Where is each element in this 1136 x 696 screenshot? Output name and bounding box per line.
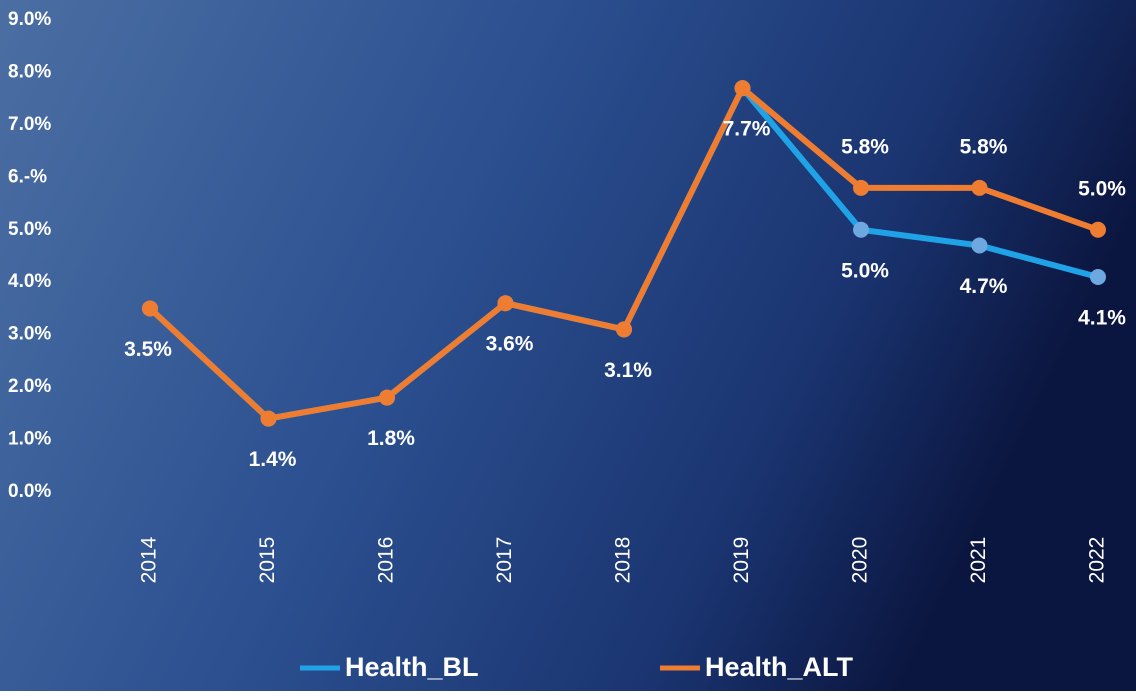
point-marker	[616, 321, 632, 337]
data-label: 3.5%	[124, 338, 172, 361]
y-tick-label: 2.0%	[8, 376, 51, 397]
y-tick-label: 5.0%	[8, 219, 51, 240]
data-label: 3.6%	[486, 333, 534, 356]
y-tick-label: 1.0%	[8, 429, 51, 450]
legend-label: Health_ALT	[705, 652, 854, 682]
legend-label: Health_BL	[345, 652, 479, 682]
x-tick-label: 2017	[493, 537, 516, 584]
x-tick-label: 2021	[967, 537, 990, 584]
x-tick-label: 2018	[612, 537, 635, 584]
point-marker	[142, 300, 158, 316]
data-label: 5.8%	[960, 135, 1008, 158]
y-tick-label: 3.0%	[8, 324, 51, 345]
chart: 0.0% 1.0% 2.0% 3.0% 4.0% 5.0% 6.-% 7.0% 8.0% 9.0%…	[0, 0, 1136, 691]
point-marker	[261, 411, 277, 427]
data-label: 1.4%	[249, 448, 297, 471]
point-marker	[853, 180, 869, 196]
x-tick-label: 2014	[138, 536, 161, 583]
data-label: 3.1%	[604, 359, 652, 382]
point-marker	[972, 180, 988, 196]
data-label: 7.7%	[723, 118, 771, 141]
data-label: 4.7%	[960, 275, 1008, 298]
data-label: 5.0%	[1078, 177, 1126, 200]
y-tick-label: 8.0%	[8, 61, 51, 82]
x-tick-label: 2020	[849, 537, 872, 584]
point-marker	[735, 80, 751, 96]
point-marker	[972, 238, 988, 254]
y-tick-label: 6.-%	[8, 166, 47, 187]
x-tick-label: 2022	[1086, 537, 1109, 584]
x-tick-label: 2015	[256, 537, 279, 584]
point-marker	[1090, 269, 1106, 285]
x-tick-label: 2016	[375, 537, 398, 584]
y-tick-label: 0.0%	[8, 481, 51, 502]
point-marker	[379, 390, 395, 406]
y-tick-label: 4.0%	[8, 271, 51, 292]
point-marker	[1090, 222, 1106, 238]
point-marker	[498, 295, 514, 311]
data-label: 4.1%	[1078, 307, 1126, 330]
y-tick-label: 7.0%	[8, 114, 51, 135]
data-label: 5.8%	[841, 135, 889, 158]
y-tick-label: 9.0%	[8, 9, 51, 30]
data-label: 1.8%	[367, 427, 415, 450]
data-label: 5.0%	[841, 259, 889, 282]
x-tick-label: 2019	[730, 537, 753, 584]
point-marker	[853, 222, 869, 238]
